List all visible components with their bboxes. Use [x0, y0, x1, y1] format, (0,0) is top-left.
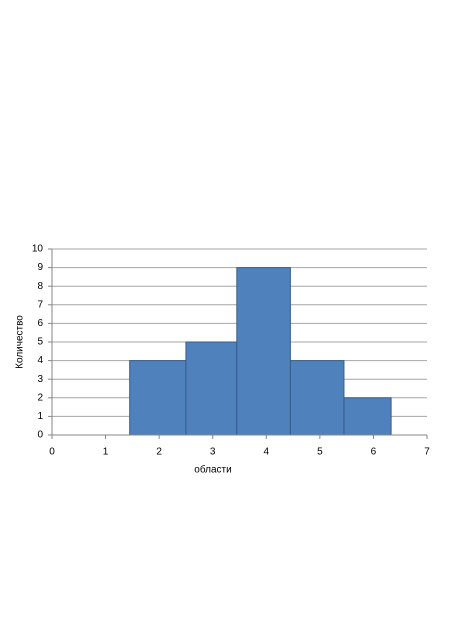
bar: [343, 397, 392, 436]
x-axis-label: области: [194, 464, 231, 476]
y-tick-label: 7: [37, 299, 43, 310]
x-tick-label: 4: [264, 447, 270, 458]
x-tick-label: 2: [156, 447, 162, 458]
y-tick-label: 1: [37, 411, 43, 422]
x-tick-label: 7: [424, 447, 430, 458]
y-tick-label: 0: [37, 430, 43, 441]
y-tick-label: 6: [37, 318, 43, 329]
y-tick-label: 9: [37, 262, 43, 273]
y-tick-label: 4: [37, 355, 43, 366]
bar: [236, 267, 291, 436]
x-tick-label: 6: [371, 447, 377, 458]
x-tick-label: 5: [317, 447, 323, 458]
y-tick-label: 10: [32, 244, 44, 255]
x-tick-label: 0: [49, 447, 55, 458]
y-axis-label: Количество: [15, 315, 26, 369]
bar: [185, 341, 238, 436]
bar: [129, 360, 187, 436]
y-tick-label: 8: [37, 281, 43, 292]
x-tick-label: 1: [103, 447, 109, 458]
y-tick-label: 3: [37, 374, 43, 385]
bar: [289, 360, 345, 436]
y-tick-label: 2: [37, 392, 43, 403]
x-tick-label: 3: [210, 447, 216, 458]
y-tick-label: 5: [37, 337, 43, 348]
